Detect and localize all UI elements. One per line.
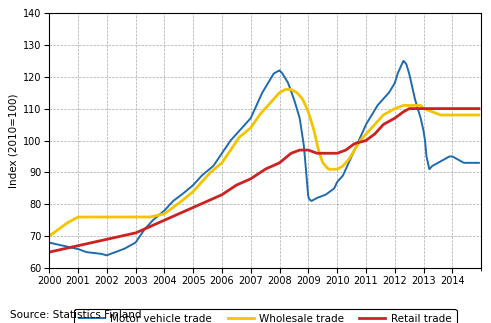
Motor vehicle trade — [401, 59, 407, 63]
Motor vehicle trade — [476, 161, 482, 165]
Retail trade — [46, 250, 52, 254]
Motor vehicle trade — [300, 139, 306, 142]
Wholesale trade — [241, 132, 246, 136]
Motor vehicle trade — [123, 246, 129, 250]
Motor vehicle trade — [370, 110, 376, 114]
Wholesale trade — [283, 88, 289, 91]
Wholesale trade — [122, 215, 128, 219]
Wholesale trade — [370, 124, 376, 128]
Line: Motor vehicle trade: Motor vehicle trade — [49, 61, 479, 255]
Retail trade — [300, 148, 305, 152]
Wholesale trade — [46, 234, 52, 238]
Retail trade — [407, 107, 412, 110]
Retail trade — [241, 180, 246, 184]
Motor vehicle trade — [241, 123, 247, 127]
Legend: Motor vehicle trade, Wholesale trade, Retail trade: Motor vehicle trade, Wholesale trade, Re… — [74, 309, 457, 323]
Retail trade — [370, 134, 376, 138]
Retail trade — [157, 220, 163, 224]
Wholesale trade — [300, 98, 306, 102]
Wholesale trade — [476, 113, 482, 117]
Y-axis label: Index (2010=100): Index (2010=100) — [9, 93, 19, 188]
Motor vehicle trade — [157, 212, 163, 216]
Motor vehicle trade — [334, 181, 340, 185]
Retail trade — [476, 107, 482, 110]
Text: Source: Statistics Finland: Source: Statistics Finland — [10, 310, 141, 320]
Motor vehicle trade — [46, 241, 52, 245]
Wholesale trade — [334, 167, 340, 171]
Wholesale trade — [157, 213, 163, 217]
Motor vehicle trade — [104, 253, 109, 257]
Retail trade — [333, 151, 339, 155]
Line: Retail trade: Retail trade — [49, 109, 479, 252]
Retail trade — [122, 233, 128, 237]
Line: Wholesale trade: Wholesale trade — [49, 89, 479, 236]
